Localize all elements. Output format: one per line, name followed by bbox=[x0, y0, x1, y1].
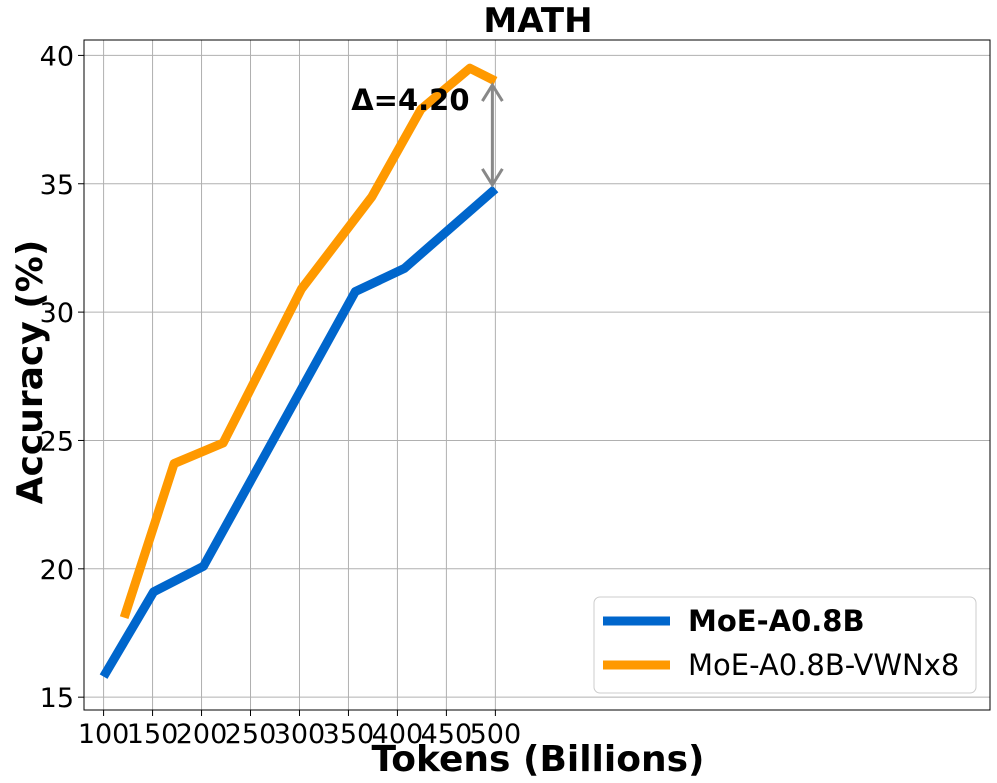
legend-label-moe-a0-8b-vwnx8: MoE-A0.8B-VWNx8 bbox=[688, 648, 959, 682]
x-tick-label: 300 bbox=[274, 719, 326, 750]
y-tick-label: 40 bbox=[40, 41, 74, 72]
grid bbox=[84, 40, 990, 710]
delta-label: Δ=4.20 bbox=[351, 83, 469, 117]
x-tick-label: 250 bbox=[225, 719, 277, 750]
delta-annotation: Δ=4.20 bbox=[351, 82, 504, 188]
x-tick-label: 450 bbox=[421, 719, 473, 750]
x-tick-label: 100 bbox=[78, 719, 130, 750]
x-tick-label: 150 bbox=[127, 719, 179, 750]
legend-label-moe-a0-8b: MoE-A0.8B bbox=[688, 604, 865, 638]
legend-box bbox=[593, 596, 977, 694]
y-tick-label: 25 bbox=[40, 426, 74, 457]
x-tick-label: 400 bbox=[372, 719, 424, 750]
series-line-moe-a0-8b-vwnx8 bbox=[119, 63, 498, 619]
y-axis-ticks: 15 20 25 30 35 40 bbox=[40, 41, 84, 714]
series-line-moe-a0-8b bbox=[99, 185, 499, 679]
y-axis-label: Accuracy (%) bbox=[10, 240, 51, 505]
y-tick-label: 20 bbox=[40, 555, 74, 586]
y-tick-label: 35 bbox=[40, 170, 74, 201]
x-tick-label: 500 bbox=[470, 719, 522, 750]
delta-arrow-head-bottom bbox=[481, 168, 504, 188]
x-tick-label: 200 bbox=[176, 719, 228, 750]
plot-frame bbox=[83, 39, 991, 711]
y-tick-label: 15 bbox=[40, 683, 74, 714]
series-lines bbox=[99, 63, 499, 679]
y-tick-label: 30 bbox=[40, 298, 74, 329]
x-axis-label: Tokens (Billions) bbox=[372, 739, 705, 780]
legend: MoE-A0.8B MoE-A0.8B-VWNx8 bbox=[593, 596, 977, 694]
x-tick-label: 350 bbox=[323, 719, 375, 750]
delta-arrow-head-top bbox=[481, 82, 504, 102]
chart-title: MATH bbox=[483, 1, 592, 41]
